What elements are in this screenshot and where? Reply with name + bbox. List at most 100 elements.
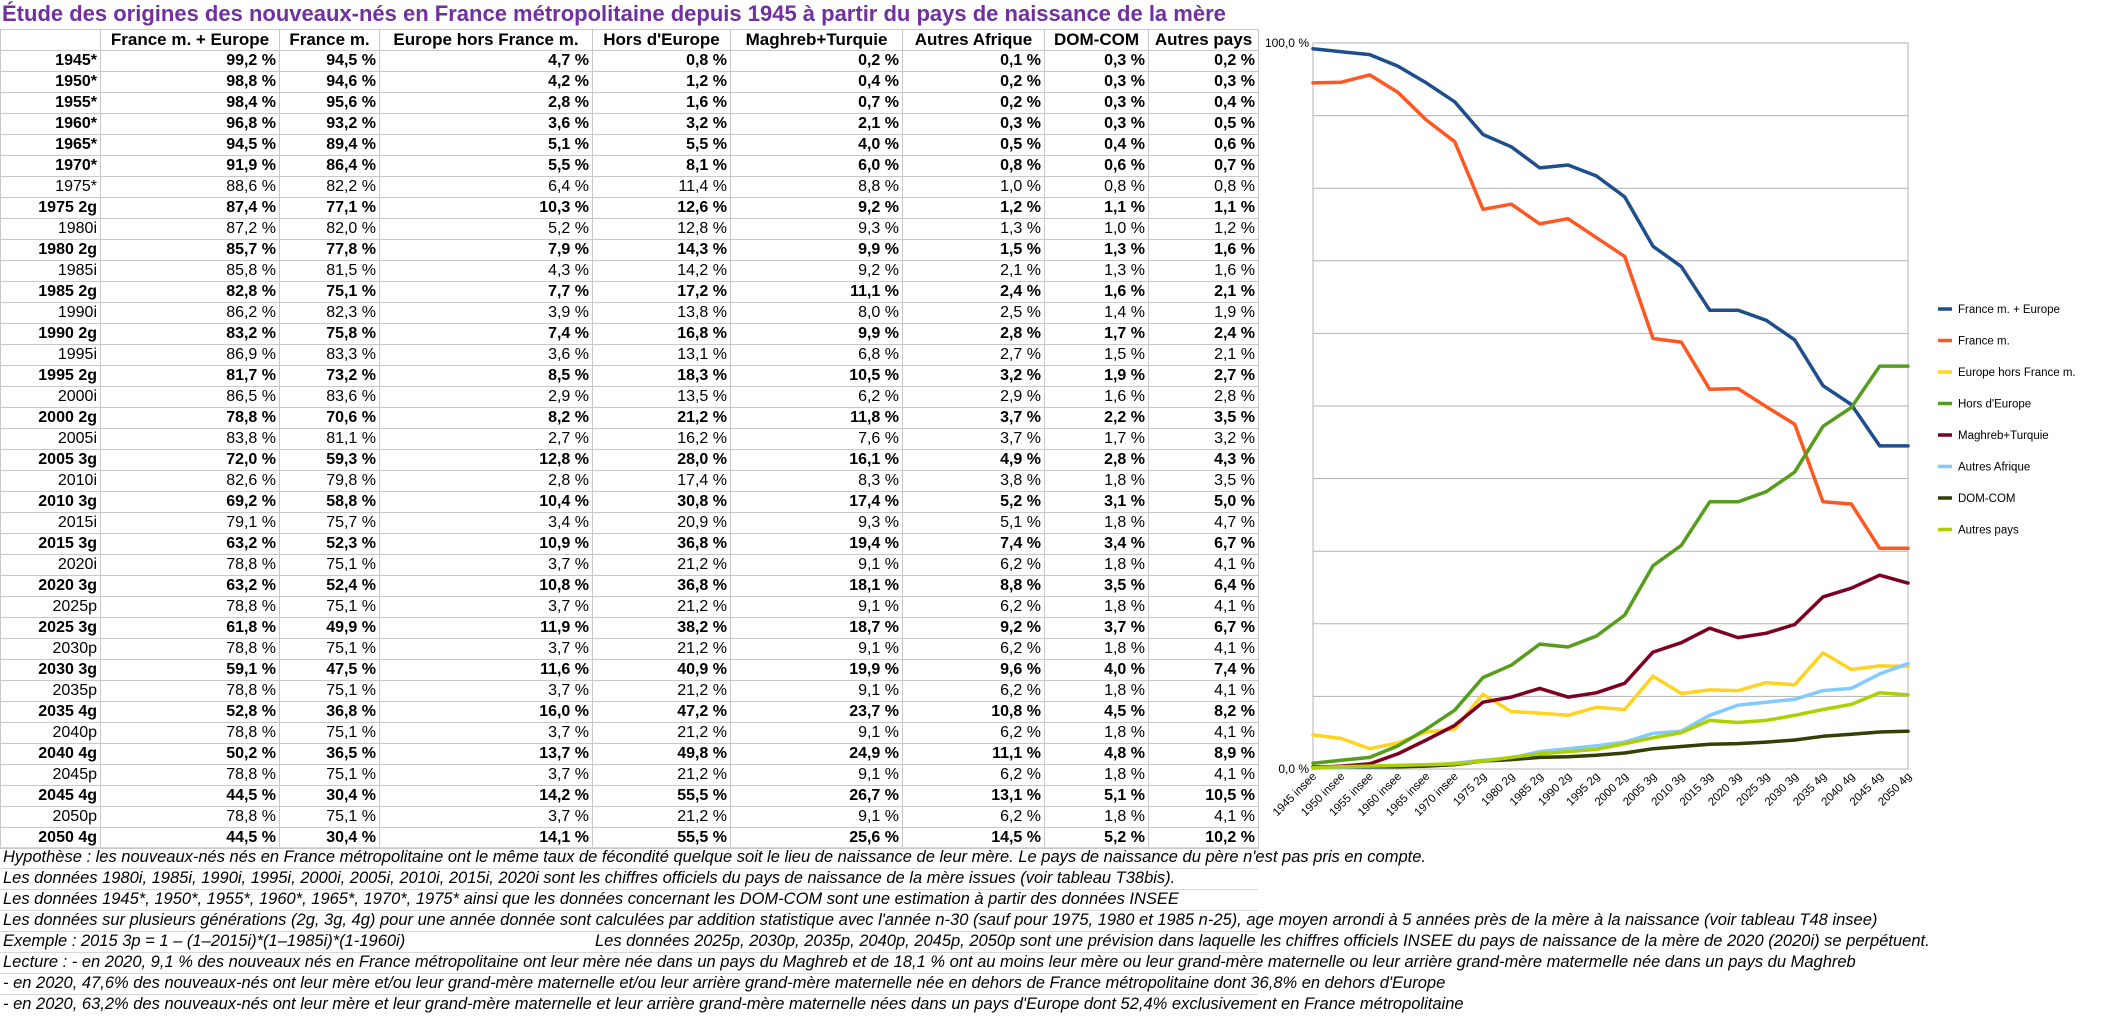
value-cell[interactable]: 8,3 %: [730, 470, 903, 492]
value-cell[interactable]: 3,1 %: [1044, 491, 1149, 513]
value-cell[interactable]: 0,4 %: [730, 71, 903, 93]
value-cell[interactable]: 59,3 %: [279, 449, 380, 471]
value-cell[interactable]: 4,9 %: [902, 449, 1045, 471]
value-cell[interactable]: 0,8 %: [902, 155, 1045, 177]
row-label-cell[interactable]: 2005i: [0, 428, 101, 450]
column-header[interactable]: France m.: [279, 29, 380, 51]
value-cell[interactable]: 3,4 %: [1044, 533, 1149, 555]
value-cell[interactable]: 1,6 %: [1044, 281, 1149, 303]
value-cell[interactable]: 4,2 %: [379, 71, 593, 93]
value-cell[interactable]: 9,1 %: [730, 680, 903, 702]
value-cell[interactable]: 81,5 %: [279, 260, 380, 282]
value-cell[interactable]: 36,8 %: [279, 701, 380, 723]
row-label-cell[interactable]: 2045p: [0, 764, 101, 786]
value-cell[interactable]: 0,3 %: [902, 113, 1045, 135]
value-cell[interactable]: 4,1 %: [1148, 680, 1259, 702]
value-cell[interactable]: 8,0 %: [730, 302, 903, 324]
value-cell[interactable]: 4,3 %: [379, 260, 593, 282]
row-label-cell[interactable]: 1945*: [0, 50, 101, 72]
value-cell[interactable]: 12,6 %: [592, 197, 731, 219]
value-cell[interactable]: 3,6 %: [379, 113, 593, 135]
value-cell[interactable]: 3,5 %: [1148, 470, 1259, 492]
value-cell[interactable]: 11,4 %: [592, 176, 731, 198]
value-cell[interactable]: 75,1 %: [279, 806, 380, 828]
value-cell[interactable]: 21,2 %: [592, 407, 731, 429]
value-cell[interactable]: 25,6 %: [730, 827, 903, 849]
value-cell[interactable]: 8,8 %: [902, 575, 1045, 597]
column-header[interactable]: Maghreb+Turquie: [730, 29, 903, 51]
value-cell[interactable]: 49,8 %: [592, 743, 731, 765]
value-cell[interactable]: 4,5 %: [1044, 701, 1149, 723]
value-cell[interactable]: 3,7 %: [902, 428, 1045, 450]
value-cell[interactable]: 4,1 %: [1148, 764, 1259, 786]
value-cell[interactable]: 1,2 %: [1148, 218, 1259, 240]
value-cell[interactable]: 83,8 %: [100, 428, 280, 450]
row-label-cell[interactable]: 2000i: [0, 386, 101, 408]
row-label-cell[interactable]: 2050 4g: [0, 827, 101, 849]
value-cell[interactable]: 79,8 %: [279, 470, 380, 492]
value-cell[interactable]: 2,8 %: [1148, 386, 1259, 408]
value-cell[interactable]: 20,9 %: [592, 512, 731, 534]
value-cell[interactable]: 3,2 %: [902, 365, 1045, 387]
value-cell[interactable]: 82,3 %: [279, 302, 380, 324]
value-cell[interactable]: 10,5 %: [1148, 785, 1259, 807]
value-cell[interactable]: 28,0 %: [592, 449, 731, 471]
value-cell[interactable]: 91,9 %: [100, 155, 280, 177]
value-cell[interactable]: 10,8 %: [902, 701, 1045, 723]
value-cell[interactable]: 2,2 %: [1044, 407, 1149, 429]
row-label-cell[interactable]: 2015 3g: [0, 533, 101, 555]
value-cell[interactable]: 82,0 %: [279, 218, 380, 240]
value-cell[interactable]: 75,1 %: [279, 764, 380, 786]
value-cell[interactable]: 7,4 %: [1148, 659, 1259, 681]
value-cell[interactable]: 2,8 %: [379, 92, 593, 114]
row-label-cell[interactable]: 2030p: [0, 638, 101, 660]
value-cell[interactable]: 4,7 %: [1148, 512, 1259, 534]
value-cell[interactable]: 2,8 %: [379, 470, 593, 492]
row-label-cell[interactable]: 1975*: [0, 176, 101, 198]
value-cell[interactable]: 14,1 %: [379, 827, 593, 849]
row-label-cell[interactable]: 1970*: [0, 155, 101, 177]
value-cell[interactable]: 30,4 %: [279, 827, 380, 849]
value-cell[interactable]: 18,7 %: [730, 617, 903, 639]
value-cell[interactable]: 83,2 %: [100, 323, 280, 345]
row-label-cell[interactable]: 2035p: [0, 680, 101, 702]
value-cell[interactable]: 1,3 %: [1044, 260, 1149, 282]
value-cell[interactable]: 4,0 %: [1044, 659, 1149, 681]
value-cell[interactable]: 44,5 %: [100, 827, 280, 849]
value-cell[interactable]: 1,9 %: [1044, 365, 1149, 387]
value-cell[interactable]: 1,8 %: [1044, 722, 1149, 744]
value-cell[interactable]: 1,6 %: [1044, 386, 1149, 408]
value-cell[interactable]: 10,3 %: [379, 197, 593, 219]
value-cell[interactable]: 14,3 %: [592, 239, 731, 261]
value-cell[interactable]: 1,8 %: [1044, 638, 1149, 660]
value-cell[interactable]: 78,8 %: [100, 638, 280, 660]
value-cell[interactable]: 72,0 %: [100, 449, 280, 471]
row-label-cell[interactable]: 1985 2g: [0, 281, 101, 303]
value-cell[interactable]: 4,3 %: [1148, 449, 1259, 471]
value-cell[interactable]: 1,0 %: [902, 176, 1045, 198]
value-cell[interactable]: 78,8 %: [100, 806, 280, 828]
value-cell[interactable]: 40,9 %: [592, 659, 731, 681]
value-cell[interactable]: 55,5 %: [592, 785, 731, 807]
value-cell[interactable]: 14,2 %: [379, 785, 593, 807]
value-cell[interactable]: 2,4 %: [902, 281, 1045, 303]
value-cell[interactable]: 83,6 %: [279, 386, 380, 408]
value-cell[interactable]: 44,5 %: [100, 785, 280, 807]
value-cell[interactable]: 6,2 %: [902, 722, 1045, 744]
value-cell[interactable]: 36,8 %: [592, 575, 731, 597]
value-cell[interactable]: 0,6 %: [1148, 134, 1259, 156]
value-cell[interactable]: 5,2 %: [1044, 827, 1149, 849]
value-cell[interactable]: 0,3 %: [1044, 113, 1149, 135]
value-cell[interactable]: 59,1 %: [100, 659, 280, 681]
value-cell[interactable]: 4,8 %: [1044, 743, 1149, 765]
value-cell[interactable]: 3,7 %: [379, 680, 593, 702]
value-cell[interactable]: 0,8 %: [1044, 176, 1149, 198]
value-cell[interactable]: 9,1 %: [730, 806, 903, 828]
value-cell[interactable]: 1,8 %: [1044, 596, 1149, 618]
value-cell[interactable]: 18,3 %: [592, 365, 731, 387]
value-cell[interactable]: 6,0 %: [730, 155, 903, 177]
value-cell[interactable]: 5,1 %: [1044, 785, 1149, 807]
row-label-cell[interactable]: 1955*: [0, 92, 101, 114]
value-cell[interactable]: 10,8 %: [379, 575, 593, 597]
value-cell[interactable]: 3,7 %: [379, 554, 593, 576]
